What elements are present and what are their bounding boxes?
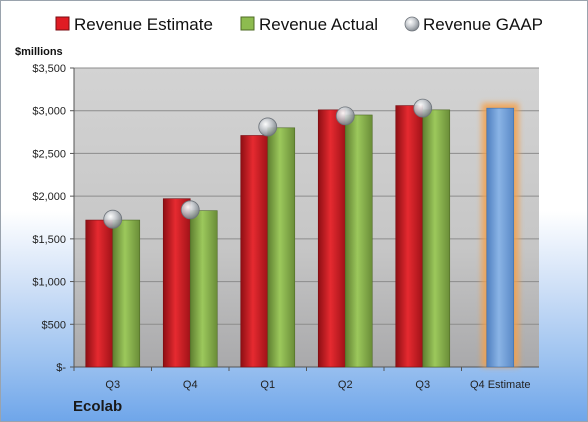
x-tick-label: Q2 [338,379,353,391]
x-tick-label: Q4 Estimate [470,379,531,391]
point-revenue-gaap [335,106,355,126]
bar-revenue-estimate [85,219,114,368]
bar-revenue-actual [486,107,515,368]
y-tick-label: $3,500 [32,63,66,75]
bar-revenue-estimate [317,109,346,368]
bar-revenue-actual [422,109,451,368]
legend-swatch [240,16,255,31]
y-tick-label: $1,000 [32,277,66,289]
legend-swatch [404,16,420,32]
bar-revenue-estimate [162,198,191,368]
x-tick-label: Q3 [105,379,120,391]
y-tick-label: $3,000 [32,106,66,118]
company-name: Ecolab [73,398,123,415]
point-revenue-gaap [258,117,278,137]
x-tick-label: Q1 [260,379,275,391]
plot-area [74,68,539,367]
bar-revenue-actual [112,219,141,368]
bar-revenue-actual [189,210,218,368]
y-tick-label: $2,000 [32,191,66,203]
y-tick-label: $- [56,362,66,374]
point-revenue-gaap [180,200,200,220]
point-revenue-gaap [413,98,433,118]
y-tick-label: $500 [42,319,66,331]
y-axis-title: $millions [15,46,63,58]
x-tick-label: Q3 [415,379,430,391]
bar-revenue-estimate [395,105,424,368]
legend-label: Revenue Estimate [74,15,213,34]
x-tick-label: Q4 [183,379,198,391]
legend-label: Revenue GAAP [423,15,543,34]
point-revenue-gaap [103,209,123,229]
legend-swatch [55,16,70,31]
bar-revenue-actual [344,114,373,368]
bar-revenue-actual [267,127,296,368]
y-tick-label: $1,500 [32,234,66,246]
y-tick-label: $2,500 [32,148,66,160]
legend-label: Revenue Actual [259,15,378,34]
bar-revenue-estimate [240,135,269,368]
